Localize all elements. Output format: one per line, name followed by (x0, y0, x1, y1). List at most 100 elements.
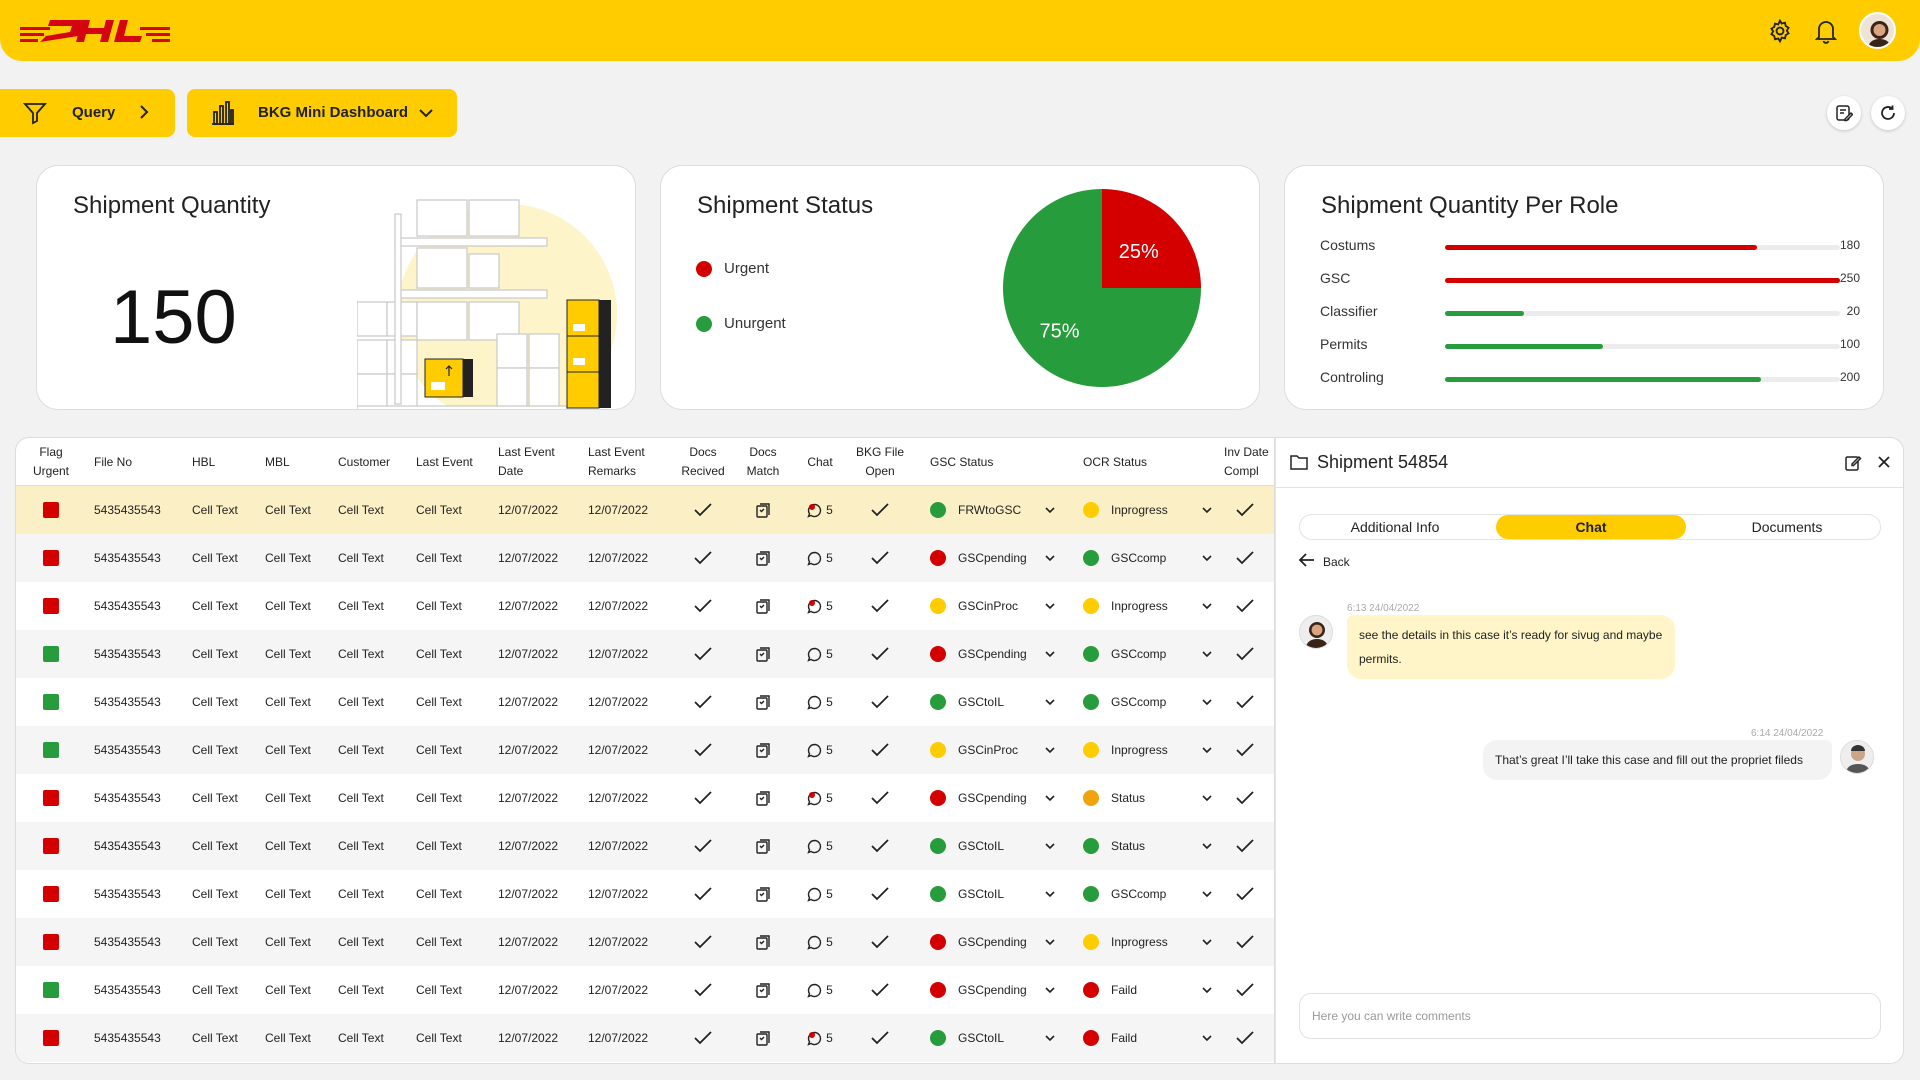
cell-chat[interactable]: 5 (798, 870, 842, 918)
cell-gsc-status[interactable]: GSCtoIL (930, 822, 1070, 870)
urgent-flag[interactable] (43, 790, 59, 806)
documents-icon[interactable] (754, 741, 772, 759)
table-row[interactable]: 5435435543 Cell Text Cell Text Cell Text Cel… (16, 870, 1274, 918)
cell-gsc-status[interactable]: GSCpending (930, 966, 1070, 1014)
table-row[interactable]: 5435435543 Cell Text Cell Text Cell Text Cel… (16, 1014, 1274, 1062)
urgent-flag[interactable] (43, 502, 59, 518)
cell-ocr-status[interactable]: Inprogress (1083, 918, 1213, 966)
cell-chat[interactable]: 5 (798, 1014, 842, 1062)
documents-icon[interactable] (754, 837, 772, 855)
documents-icon[interactable] (754, 885, 772, 903)
cell-gsc-status[interactable]: GSCpending (930, 534, 1070, 582)
cell-ocr-status[interactable]: Faild (1083, 1014, 1213, 1062)
cell-chat[interactable]: 5 (798, 774, 842, 822)
cell-gsc-status[interactable]: GSCpending (930, 774, 1070, 822)
urgent-flag[interactable] (43, 742, 59, 758)
refresh-icon[interactable] (1871, 96, 1905, 130)
cell-gsc-status[interactable]: FRWtoGSC (930, 486, 1070, 534)
urgent-flag[interactable] (43, 694, 59, 710)
column-header[interactable]: Docs Recived (676, 438, 730, 486)
table-row[interactable]: 5435435543 Cell Text Cell Text Cell Text Cel… (16, 822, 1274, 870)
column-header[interactable]: Customer (338, 438, 408, 486)
column-header[interactable]: Last Event (416, 438, 488, 486)
cell-ocr-status[interactable]: Faild (1083, 966, 1213, 1014)
cell-ocr-status[interactable]: GSCcomp (1083, 870, 1213, 918)
column-header[interactable]: MBL (265, 438, 325, 486)
documents-icon[interactable] (754, 933, 772, 951)
column-header[interactable]: OCR Status (1083, 438, 1213, 486)
column-header[interactable]: Last Event Date (498, 438, 578, 486)
urgent-flag[interactable] (43, 886, 59, 902)
table-row[interactable]: 5435435543 Cell Text Cell Text Cell Text Cel… (16, 678, 1274, 726)
cell-chat[interactable]: 5 (798, 534, 842, 582)
documents-icon[interactable] (754, 789, 772, 807)
table-row[interactable]: 5435435543 Cell Text Cell Text Cell Text Cel… (16, 918, 1274, 966)
documents-icon[interactable] (754, 981, 772, 999)
query-button[interactable]: Query (0, 89, 175, 137)
gear-icon[interactable] (1765, 16, 1795, 46)
urgent-flag[interactable] (43, 598, 59, 614)
column-header[interactable]: BKG File Open (850, 438, 910, 486)
column-header[interactable]: Chat (798, 438, 842, 486)
urgent-flag[interactable] (43, 646, 59, 662)
cell-gsc-status[interactable]: GSCinProc (930, 726, 1070, 774)
cell-chat[interactable]: 5 (798, 678, 842, 726)
column-header[interactable]: Inv Date Compl (1224, 438, 1274, 486)
cell-ocr-status[interactable]: Inprogress (1083, 582, 1213, 630)
documents-icon[interactable] (754, 501, 772, 519)
documents-icon[interactable] (754, 1029, 772, 1047)
column-header[interactable]: Flag Urgent (30, 438, 72, 486)
urgent-flag[interactable] (43, 1030, 59, 1046)
export-icon[interactable] (1827, 96, 1861, 130)
back-button[interactable]: Back (1298, 553, 1350, 570)
table-row[interactable]: 5435435543 Cell Text Cell Text Cell Text Cel… (16, 726, 1274, 774)
cell-chat[interactable]: 5 (798, 966, 842, 1014)
tab-documents[interactable]: Documents (1751, 519, 1823, 535)
table-row[interactable]: 5435435543 Cell Text Cell Text Cell Text Cel… (16, 486, 1274, 534)
column-header[interactable]: File No (94, 438, 172, 486)
urgent-flag[interactable] (43, 934, 59, 950)
cell-ocr-status[interactable]: Inprogress (1083, 726, 1213, 774)
column-header[interactable]: GSC Status (930, 438, 1070, 486)
table-row[interactable]: 5435435543 Cell Text Cell Text Cell Text Cel… (16, 774, 1274, 822)
cell-ocr-status[interactable]: GSCcomp (1083, 534, 1213, 582)
table-row[interactable]: 5435435543 Cell Text Cell Text Cell Text Cel… (16, 966, 1274, 1014)
cell-chat[interactable]: 5 (798, 630, 842, 678)
table-row[interactable]: 5435435543 Cell Text Cell Text Cell Text Cel… (16, 534, 1274, 582)
tab-additional-info[interactable]: Additional Info (1350, 519, 1440, 535)
cell-gsc-status[interactable]: GSCpending (930, 918, 1070, 966)
column-header[interactable]: HBL (192, 438, 252, 486)
cell-chat[interactable]: 5 (798, 726, 842, 774)
tab-chat[interactable]: Chat (1496, 515, 1686, 539)
urgent-flag[interactable] (43, 982, 59, 998)
cell-ocr-status[interactable]: GSCcomp (1083, 678, 1213, 726)
dashboard-selector[interactable]: BKG Mini Dashboard (187, 89, 457, 137)
urgent-flag[interactable] (43, 838, 59, 854)
dhl-logo[interactable] (20, 14, 170, 46)
documents-icon[interactable] (754, 693, 772, 711)
column-header[interactable]: Docs Match (736, 438, 790, 486)
documents-icon[interactable] (754, 597, 772, 615)
table-row[interactable]: 5435435543 Cell Text Cell Text Cell Text Cel… (16, 630, 1274, 678)
cell-chat[interactable]: 5 (798, 582, 842, 630)
documents-icon[interactable] (754, 549, 772, 567)
cell-chat[interactable]: 5 (798, 918, 842, 966)
edit-icon[interactable] (1844, 454, 1862, 477)
cell-ocr-status[interactable]: Status (1083, 774, 1213, 822)
urgent-flag[interactable] (43, 550, 59, 566)
avatar[interactable] (1859, 12, 1896, 49)
cell-gsc-status[interactable]: GSCinProc (930, 582, 1070, 630)
cell-gsc-status[interactable]: GSCtoIL (930, 870, 1070, 918)
cell-ocr-status[interactable]: GSCcomp (1083, 630, 1213, 678)
column-header[interactable]: Last Event Remarks (588, 438, 668, 486)
cell-ocr-status[interactable]: Inprogress (1083, 486, 1213, 534)
cell-chat[interactable]: 5 (798, 822, 842, 870)
bell-icon[interactable] (1811, 16, 1841, 46)
cell-gsc-status[interactable]: GSCtoIL (930, 678, 1070, 726)
close-icon[interactable] (1877, 455, 1891, 474)
comment-input[interactable]: Here you can write comments (1299, 993, 1881, 1039)
cell-gsc-status[interactable]: GSCpending (930, 630, 1070, 678)
table-row[interactable]: 5435435543 Cell Text Cell Text Cell Text Cel… (16, 582, 1274, 630)
cell-gsc-status[interactable]: GSCtoIL (930, 1014, 1070, 1062)
cell-chat[interactable]: 5 (798, 486, 842, 534)
